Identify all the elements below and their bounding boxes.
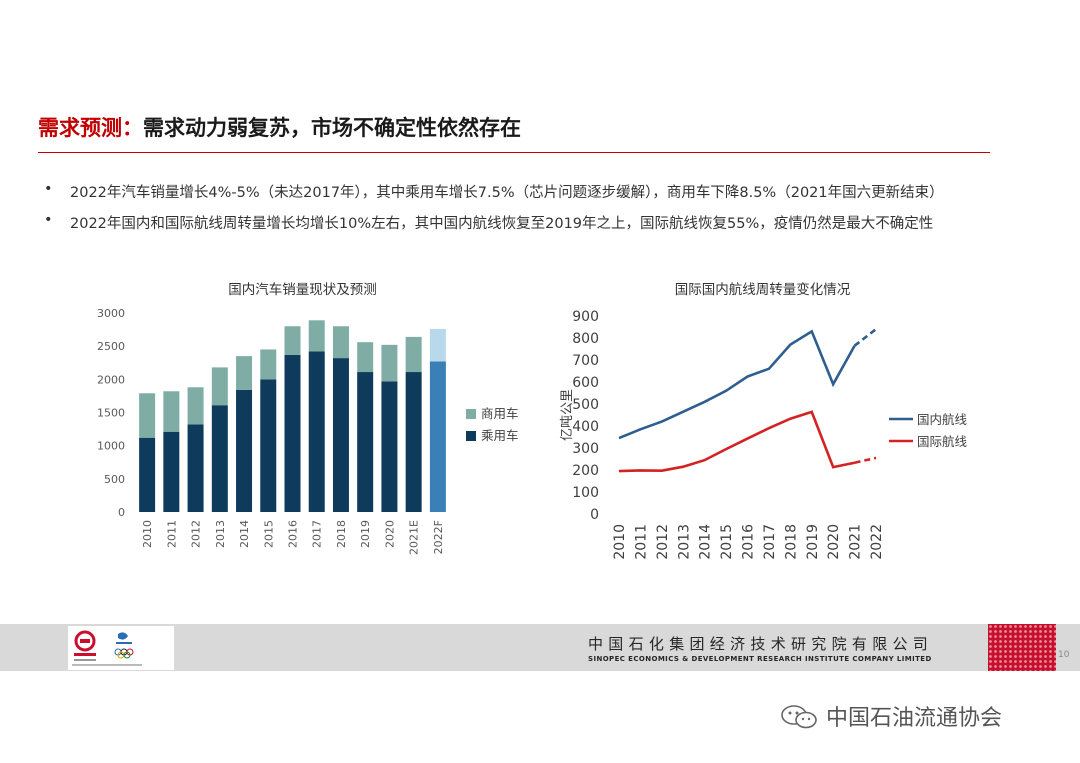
bar-passenger-2016 (284, 354, 301, 512)
line-x-tick-label: 2019 (805, 524, 821, 560)
title-main: 需求动力弱复苏，市场不确定性依然存在 (143, 116, 521, 140)
bar-commercial-2014 (236, 356, 253, 390)
wechat-icon (781, 705, 817, 729)
bar-y-tick-label: 0 (118, 506, 125, 519)
bar-x-tick-label: 2018 (335, 520, 348, 548)
title-divider (38, 152, 990, 153)
bar-x-tick-label: 2019 (359, 520, 372, 548)
bar-x-tick-label: 2010 (141, 520, 154, 548)
bar-legend-swatch (466, 409, 476, 419)
line-y-tick-label: 700 (572, 353, 599, 369)
bar-passenger-2011 (163, 431, 180, 512)
line-x-tick-label: 2011 (633, 524, 649, 560)
bar-passenger-2020 (381, 381, 398, 512)
line-x-tick-label: 2017 (762, 524, 778, 560)
line-x-tick-label: 2020 (826, 524, 842, 560)
bar-commercial-2015 (260, 349, 277, 380)
bar-commercial-2012 (187, 387, 204, 425)
bar-y-tick-label: 500 (104, 473, 125, 486)
bar-y-tick-label: 1000 (97, 440, 125, 453)
bar-x-tick-label: 2013 (214, 520, 227, 548)
bar-passenger-2021E (405, 372, 422, 512)
bar-commercial-2018 (332, 326, 349, 359)
line-y-tick-label: 800 (572, 331, 599, 347)
bar-passenger-2019 (357, 372, 374, 512)
company-name-cn: 中国石化集团经济技术研究院有限公司 (588, 635, 934, 653)
bar-passenger-2018 (332, 358, 349, 512)
line-x-tick-label: 2014 (698, 524, 714, 560)
bar-y-tick-label: 2000 (97, 373, 125, 386)
line-国际航线-forecast (854, 456, 877, 465)
line-x-tick-label: 2010 (612, 524, 628, 560)
bar-passenger-2010 (139, 437, 156, 512)
bar-x-tick-label: 2021E (408, 520, 421, 555)
title-prefix: 需求预测： (38, 116, 143, 140)
sinopec-logo (68, 626, 174, 670)
bar-x-tick-label: 2022F (432, 520, 445, 554)
footer-red-block (988, 624, 1056, 671)
bar-passenger-2013 (211, 405, 228, 512)
bar-y-tick-label: 1500 (97, 407, 125, 420)
line-x-tick-label: 2015 (719, 524, 735, 560)
line-x-tick-label: 2012 (655, 524, 671, 560)
bullet-text: 2022年汽车销量增长4%-5%（未达2017年），其中乘用车增长7.5%（芯片… (70, 185, 944, 201)
bar-passenger-2012 (187, 424, 204, 512)
line-y-tick-label: 900 (572, 309, 599, 325)
bar-commercial-2017 (308, 320, 325, 352)
line-x-tick-label: 2018 (783, 524, 799, 560)
bar-commercial-2022F (429, 328, 446, 362)
line-y-tick-label: 600 (572, 375, 599, 391)
bar-commercial-2021E (405, 336, 422, 373)
bar-commercial-2011 (163, 391, 180, 432)
page-title: 需求预测：需求动力弱复苏，市场不确定性依然存在 (38, 112, 521, 142)
bar-passenger-2022F (429, 361, 446, 512)
bar-passenger-2017 (308, 351, 325, 512)
company-name-en: SINOPEC ECONOMICS & DEVELOPMENT RESEARCH… (588, 655, 932, 663)
bar-commercial-2020 (381, 344, 398, 382)
bar-commercial-2010 (139, 393, 156, 438)
line-y-tick-label: 200 (572, 463, 599, 479)
line-x-tick-label: 2022 (869, 524, 885, 560)
footer-band (0, 624, 1080, 671)
line-y-tick-label: 400 (572, 419, 599, 435)
line-y-tick-label: 500 (572, 397, 599, 413)
bar-commercial-2016 (284, 326, 301, 355)
line-y-tick-label: 300 (572, 441, 599, 457)
bar-chart-title: 国内汽车销量现状及预测 (228, 281, 377, 298)
bar-commercial-2019 (357, 342, 374, 373)
line-y-axis-label: 亿吨公里 (560, 389, 575, 441)
line-x-tick-label: 2021 (848, 524, 864, 560)
bar-x-tick-label: 2012 (190, 520, 203, 548)
bar-y-tick-label: 2500 (97, 340, 125, 353)
line-国内航线-forecast (853, 328, 877, 347)
bar-legend-swatch (466, 431, 476, 441)
bullet-dot: • (44, 181, 53, 197)
bar-commercial-2013 (211, 367, 228, 406)
bar-legend-label: 商用车 (481, 406, 519, 421)
bar-x-tick-label: 2011 (165, 520, 178, 548)
bar-passenger-2015 (260, 379, 277, 512)
page-number: 10 (1058, 650, 1070, 660)
bar-y-tick-label: 3000 (97, 307, 125, 320)
line-legend-label: 国内航线 (917, 412, 968, 427)
bar-x-tick-label: 2014 (238, 520, 251, 548)
line-x-tick-label: 2016 (741, 524, 757, 560)
line-legend-label: 国际航线 (917, 434, 968, 449)
line-chart-title: 国际国内航线周转量变化情况 (675, 282, 851, 298)
line-y-tick-label: 0 (590, 507, 599, 523)
bar-passenger-2014 (236, 389, 253, 512)
line-国内航线-solid (618, 329, 856, 440)
line-y-tick-label: 100 (572, 485, 599, 501)
line-x-tick-label: 2013 (676, 524, 692, 560)
bar-x-tick-label: 2015 (262, 520, 275, 548)
watermark-text: 中国石油流通协会 (826, 706, 1003, 731)
bar-x-tick-label: 2020 (383, 520, 396, 548)
bar-x-tick-label: 2016 (287, 520, 300, 548)
bar-x-tick-label: 2017 (311, 520, 324, 548)
line-国际航线-solid (618, 410, 855, 473)
bullet-dot: • (44, 212, 53, 228)
bullet-text: 2022年国内和国际航线周转量增长均增长10%左右，其中国内航线恢复至2019年… (70, 216, 934, 232)
bar-legend-label: 乘用车 (481, 428, 519, 443)
